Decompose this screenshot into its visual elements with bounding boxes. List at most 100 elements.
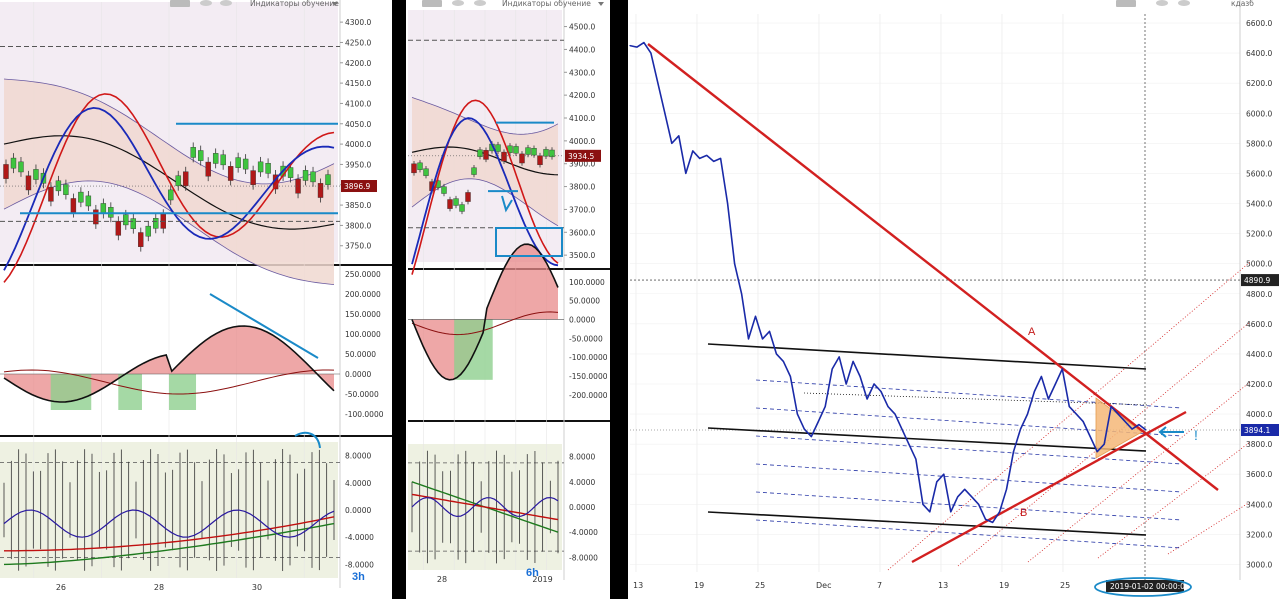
osc-tick-label: -100.0000 [345,410,384,419]
chart-daily-background [628,0,1280,599]
indicators-menu[interactable]: Индикаторы обучение [502,0,591,8]
candle-down [70,198,77,213]
y-tick-label: 4200.0 [345,59,371,68]
candle-up [130,218,137,229]
x-tick-label: 28 [437,575,447,584]
corner-menu[interactable]: кдазб [1231,0,1254,8]
blue-average-line [3,106,335,271]
y-tick-label: 4300.0 [345,18,371,27]
y-tick-label: 6200.0 [1246,79,1272,88]
bottom-tick-label: -8.0000 [345,560,374,569]
chart-daily-panel: 13 19 25 Dec 7 13 19 25 6600.0 6400.0 6200.0 6000.0… [628,0,1280,599]
price-point [838,356,840,358]
candle-up [513,146,519,154]
last-price-tag [341,180,377,193]
y-tick-label: 4100.0 [569,114,595,123]
cloud-icon[interactable] [474,0,486,6]
bottom-tick-label: 0.0000 [345,506,371,515]
cloud-icon[interactable] [1178,0,1190,6]
red-average-line [3,93,335,283]
candle-up [18,161,24,173]
candle-up [197,150,204,161]
bottom-red-line [411,493,559,521]
osc-tick-label: 50.0000 [569,297,600,306]
candle-up [265,163,271,174]
date-highlight-ellipse [1094,577,1192,597]
candle-down [295,178,301,194]
annotation-arrow [1158,426,1184,438]
candle-up [310,171,316,183]
candle-up [168,189,174,201]
pane-divider [408,420,610,422]
bottom-red-line [4,516,335,552]
candle-up [495,144,501,152]
oscillator-green-zone [169,374,197,410]
y-tick-label: 5800.0 [1246,139,1272,148]
camera-icon[interactable] [422,0,442,7]
cloud-icon[interactable] [452,0,464,6]
y-tick-label: 3600.0 [1246,470,1272,479]
channel-middle-line [707,427,1147,452]
candle-down [501,151,507,162]
cloud-icon[interactable] [200,0,212,6]
cloud-icon[interactable] [1156,0,1168,6]
candle-up [85,195,92,207]
y-tick-label: 3850.0 [345,201,371,210]
y-tick-label: 3800.0 [569,183,595,192]
candle-up [63,184,69,195]
y-tick-label: 4200.0 [569,91,595,100]
y-tick-label: 4250.0 [345,38,371,47]
chart-3h-panel: 4300.0 4250.0 4200.0 4150.0 4100.0 4050.0 4000… [0,0,392,599]
band-fill [412,97,558,226]
x-tick-label: 25 [755,581,765,590]
candle-up [471,167,477,175]
osc-tick-label: 150.0000 [345,310,381,319]
oscillator-signal-line [3,369,335,395]
fib-fan-line [887,261,1251,571]
cloud-icon[interactable] [220,0,232,6]
x-tick-label: 2019 [532,575,552,584]
candle-up [459,204,465,212]
dotted-level-line [803,392,1149,406]
candle-up [531,148,537,156]
camera-icon[interactable] [170,0,190,7]
candle-up [441,186,447,194]
candle-up [453,198,459,206]
bottom-tick-label: -8.0000 [569,553,598,562]
oscillator-green-zone [454,319,493,380]
candle-down [483,150,489,160]
timeframe-label-6h: 6h [526,567,539,579]
y-tick-label: 6600.0 [1246,19,1272,28]
bottom-blue-line [3,509,335,538]
price-point [1047,398,1049,400]
candle-up [78,191,84,203]
camera-icon[interactable] [1116,0,1136,7]
candle-up [257,161,264,173]
y-tick-label: 5400.0 [1246,200,1272,209]
bottom-tick-label: 8.0000 [569,453,595,462]
x-tick-label: Dec [816,581,831,590]
bottom-green-line [3,522,335,566]
band-lower-line [411,178,559,227]
candle-down [183,171,189,187]
price-point [768,330,771,332]
candle-down [25,175,32,191]
y-tick-label: 3500.0 [569,251,595,260]
channel-dashed-line [755,379,1183,409]
price-point [1082,420,1084,423]
price-point [733,263,736,265]
y-tick-label: 4300.0 [569,68,595,77]
candle-up [123,214,129,226]
y-tick-label: 4050.0 [345,120,371,129]
price-series-line [629,41,1147,524]
y-tick-label: 4000.0 [345,140,371,149]
chevron-down-icon[interactable] [332,2,338,6]
descending-trendline [647,43,1219,491]
x-tick-label: 28 [154,583,164,592]
indicators-menu[interactable]: Индикаторы обучение [250,0,339,8]
price-point [1117,413,1119,415]
price-point [943,473,945,475]
candle-down [48,186,54,202]
band-upper-line [411,97,559,135]
chevron-down-icon[interactable] [598,2,604,6]
